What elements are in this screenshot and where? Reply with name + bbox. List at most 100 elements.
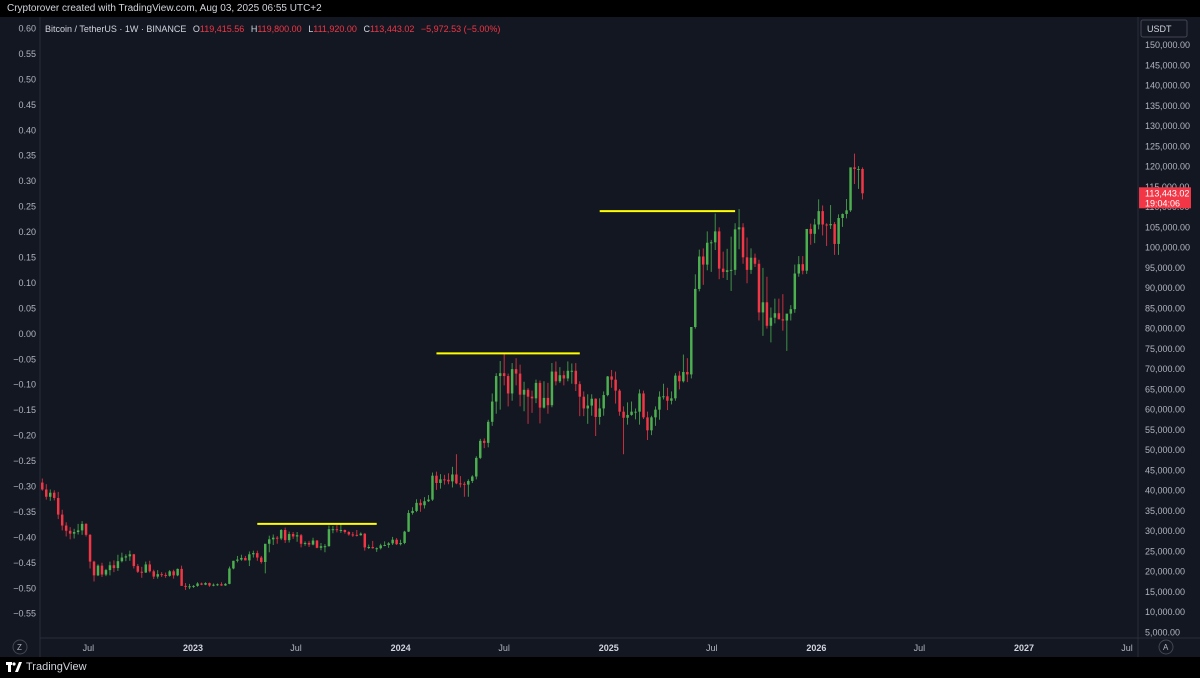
candle-body (451, 474, 454, 482)
price-tick-label: 10,000.00 (1145, 607, 1185, 617)
candle-body (64, 525, 68, 531)
horizontal-level-lines[interactable] (257, 210, 736, 525)
candle-body (295, 535, 299, 537)
legend-close-label: C (363, 24, 370, 34)
candle-body (100, 565, 104, 575)
zoom-button[interactable] (12, 639, 28, 655)
time-tick-label: Jul (1121, 643, 1133, 653)
candle-body (208, 583, 211, 586)
last-price-label: 113,443.02 19:04:06 (1139, 187, 1191, 209)
screenshot-caption: Cryptorover created with TradingView.com… (7, 3, 322, 14)
candle-body (749, 257, 753, 270)
left-scale-tick-label: −0.50 (13, 583, 36, 593)
candle-body (212, 584, 215, 586)
left-scale-tick-label: 0.55 (18, 49, 36, 59)
candle-body (363, 533, 367, 548)
candle-body (618, 390, 621, 412)
candle-body (662, 396, 665, 398)
candle-body (797, 264, 801, 274)
candle-body (192, 585, 195, 587)
candle-body (275, 537, 279, 539)
time-tick-label: Jul (83, 643, 95, 653)
candle-body (701, 256, 705, 265)
candlestick-chart[interactable]: 0.60 0.55 0.50 0.45 0.40 0.35 0.30 0.25 0.20 0.15… (0, 17, 1200, 657)
right-price-scale[interactable]: 5,000.00 10,000.00 15,000.00 20,000.00 25,00… (1145, 40, 1190, 638)
candle-body (486, 421, 490, 443)
candle-body (331, 529, 335, 531)
candle-body (459, 483, 462, 485)
candle-body (789, 309, 793, 314)
candle-body (801, 264, 805, 271)
candle-body (733, 229, 737, 270)
candle-body (562, 375, 566, 379)
time-tick-label: Jul (706, 643, 718, 653)
candle-body (630, 411, 633, 415)
bar-countdown: 19:04:06 (1145, 198, 1180, 208)
candle-body (502, 373, 506, 377)
candle-body (765, 302, 769, 326)
candle-body (809, 228, 812, 234)
candle-body (586, 405, 589, 409)
candle-body (534, 382, 538, 399)
candle-body (757, 263, 761, 313)
price-tick-label: 5,000.00 (1145, 628, 1180, 638)
candle-body (84, 523, 88, 535)
currency-button[interactable] (1140, 19, 1188, 38)
candle-body (558, 375, 562, 382)
left-scale-tick-label: −0.05 (13, 354, 36, 364)
candle-body (256, 553, 259, 558)
candle-body (769, 317, 773, 326)
candle-body (92, 561, 96, 576)
time-tick-label: 2027 (1014, 643, 1034, 653)
candle-body (124, 556, 128, 558)
time-tick-label: Jul (290, 643, 302, 653)
candle-body (594, 398, 597, 417)
left-price-scale[interactable]: 0.60 0.55 0.50 0.45 0.40 0.35 0.30 0.25 0.20 0.15… (13, 24, 36, 619)
candle-body (319, 546, 323, 548)
last-price-badge (1139, 187, 1191, 209)
candle-body (383, 544, 386, 546)
price-tick-label: 40,000.00 (1145, 486, 1185, 496)
time-tick-label: Jul (914, 643, 926, 653)
candle-body (216, 584, 219, 586)
candle-body (857, 168, 860, 170)
candle-body (176, 568, 179, 576)
price-tick-label: 120,000.00 (1145, 162, 1190, 172)
price-tick-label: 100,000.00 (1145, 243, 1190, 253)
price-tick-label: 130,000.00 (1145, 121, 1190, 131)
candle-body (112, 565, 116, 569)
price-tick-label: 115,000.00 (1145, 182, 1189, 192)
candle-body (391, 539, 394, 544)
price-tick-label: 75,000.00 (1145, 344, 1185, 354)
candle-body (773, 313, 777, 318)
left-scale-tick-label: 0.45 (18, 100, 36, 110)
auto-scale-button[interactable] (1158, 639, 1174, 655)
candle-body (678, 375, 681, 382)
candle-body (347, 532, 351, 535)
left-scale-tick-label: 0.00 (18, 329, 36, 339)
candle-body (817, 211, 820, 225)
candle-body (160, 574, 163, 576)
time-scale[interactable]: Jul 2023 Jul 2024 Jul 2025 Jul 2026 Jul 2027 Jul (83, 643, 1133, 653)
candle-body (741, 227, 745, 258)
plot-area[interactable] (40, 17, 1138, 638)
candle-body (136, 566, 140, 572)
candle-body (120, 557, 124, 562)
chart-legend: Bitcoin / TetherUS · 1W · BINANCE O119,4… (45, 24, 500, 34)
candle-body (415, 502, 418, 511)
candle-body (152, 571, 155, 577)
candle-body (351, 534, 355, 536)
price-tick-label: 105,000.00 (1145, 222, 1190, 232)
candle-body (407, 512, 410, 532)
candle-body (522, 389, 526, 395)
legend-high-label: H (251, 24, 258, 34)
candle-body (359, 533, 363, 536)
candle-body (104, 570, 108, 575)
price-tick-label: 30,000.00 (1145, 526, 1185, 536)
candle-body (271, 537, 275, 540)
candle-body (510, 369, 514, 394)
candle-body (260, 557, 263, 562)
legend-high: 119,800.00 (257, 24, 301, 34)
candle-body (506, 376, 510, 394)
price-tick-label: 95,000.00 (1145, 263, 1185, 273)
